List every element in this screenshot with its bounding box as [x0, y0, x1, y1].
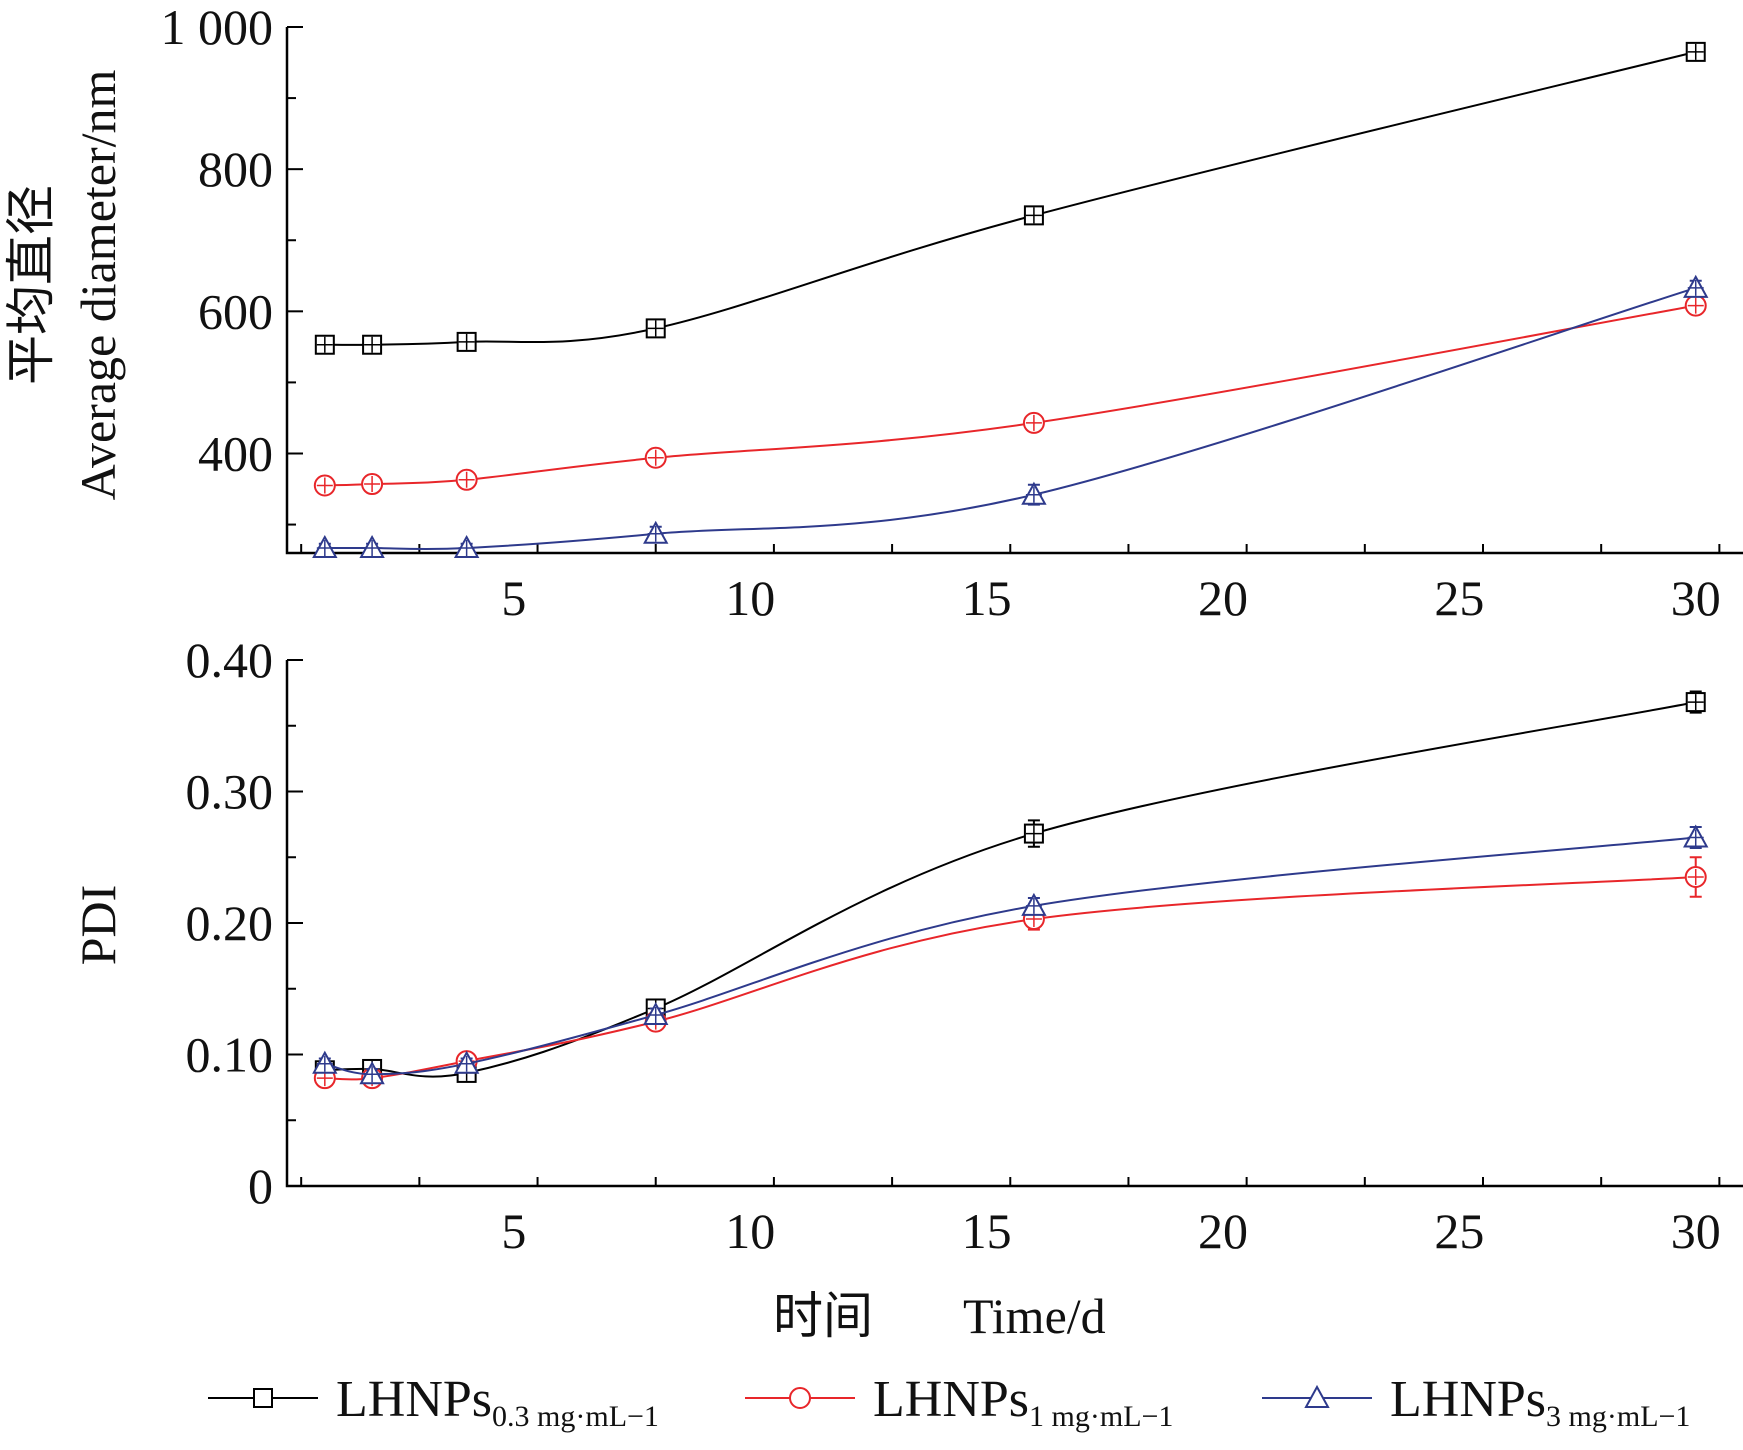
diameter-panel: 5 10 15 20 25 30 400 600 800 1 000 [161, 0, 1743, 626]
pdi-series-line-2 [324, 836, 1696, 1076]
pdi-point-cross [1025, 897, 1042, 914]
diameter-x-tick-label: 20 [1198, 570, 1248, 626]
diameter-y-tick-label: 1 000 [161, 0, 274, 55]
diameter-x-tick-label: 5 [501, 570, 526, 626]
diameter-y-tick-label: 400 [198, 425, 273, 481]
pdi-x-tick-label: 5 [501, 1203, 526, 1259]
diameter-axes [285, 27, 1743, 555]
diameter-point-cross [647, 525, 664, 542]
pdi-y-tick-label: 0 [248, 1158, 273, 1214]
diameter-point-cross [316, 540, 333, 557]
diameter-point-cross [647, 320, 664, 337]
diameter-point-cross [316, 477, 333, 494]
pdi-x-tick-label: 25 [1434, 1203, 1484, 1259]
pdi-point-cross [1025, 825, 1042, 842]
pdi-ylabel: PDI [70, 885, 126, 966]
diameter-x-tick-label: 10 [725, 570, 775, 626]
diameter-point-cross [1025, 207, 1042, 224]
legend-marker-square [253, 1388, 273, 1408]
pdi-x-tick-label: 30 [1671, 1203, 1721, 1259]
legend-label-0: LHNPs0.3 mg·mL−1 [336, 1371, 659, 1433]
diameter-x-tick-label: 30 [1671, 570, 1721, 626]
diameter-point-cross [458, 333, 475, 350]
pdi-y-tick-label: 0.30 [186, 764, 274, 820]
diameter-point-cross [364, 336, 381, 353]
pdi-point-cross [1687, 868, 1704, 885]
diameter-y-tick-label: 600 [198, 283, 273, 339]
diameter-series-line-0 [324, 50, 1696, 346]
pdi-point-cross [647, 1007, 664, 1024]
legend: LHNPs0.3 mg·mL−1 LHNPs1 mg·mL−1 LHNPs3 mg·… [208, 1371, 1690, 1433]
legend-label-1: LHNPs1 mg·mL−1 [873, 1371, 1173, 1433]
pdi-x-tick-label: 10 [725, 1203, 775, 1259]
diameter-series-line-1 [324, 304, 1696, 487]
diameter-ylabel-en: Average diameter/nm [70, 69, 126, 500]
xlabel-en: Time/d [963, 1288, 1106, 1344]
pdi-axes [285, 660, 1743, 1188]
legend-marker-triangle [1304, 1384, 1330, 1408]
legend-marker-circle [789, 1387, 811, 1409]
diameter-point-cross [1687, 43, 1704, 60]
pdi-y-tick-label: 0.40 [186, 632, 274, 688]
diameter-point-cross [364, 540, 381, 557]
diameter-point-cross [316, 336, 333, 353]
diameter-series-line-2 [324, 286, 1696, 551]
diameter-point-cross [1025, 486, 1042, 503]
legend-label-2: LHNPs3 mg·mL−1 [1390, 1371, 1690, 1433]
diameter-point-cross [458, 471, 475, 488]
diameter-x-tick-label: 25 [1434, 570, 1484, 626]
pdi-point-cross [1687, 829, 1704, 846]
xlabel-cn: 时间 [773, 1288, 873, 1344]
diameter-point-cross [364, 476, 381, 493]
pdi-panel: 5 10 15 20 25 30 0 0.10 0.20 0.30 0.40 [186, 632, 1743, 1259]
pdi-point-cross [364, 1066, 381, 1083]
diameter-x-tick-label: 15 [962, 570, 1012, 626]
pdi-x-tick-label: 20 [1198, 1203, 1248, 1259]
diameter-point-cross [1687, 279, 1704, 296]
pdi-point-cross [316, 1055, 333, 1072]
diameter-ylabel-cn: 平均直径 [3, 185, 59, 385]
diameter-point-cross [1025, 414, 1042, 431]
pdi-y-tick-label: 0.20 [186, 895, 274, 951]
pdi-point-cross [1687, 694, 1704, 711]
diameter-point-cross [1687, 297, 1704, 314]
pdi-y-tick-label: 0.10 [186, 1027, 274, 1083]
pdi-point-cross [458, 1055, 475, 1072]
pdi-x-tick-label: 15 [962, 1203, 1012, 1259]
pdi-series-line-0 [324, 701, 1696, 1078]
diameter-point-cross [647, 449, 664, 466]
diameter-point-cross [458, 540, 475, 557]
diameter-y-tick-label: 800 [198, 141, 273, 197]
